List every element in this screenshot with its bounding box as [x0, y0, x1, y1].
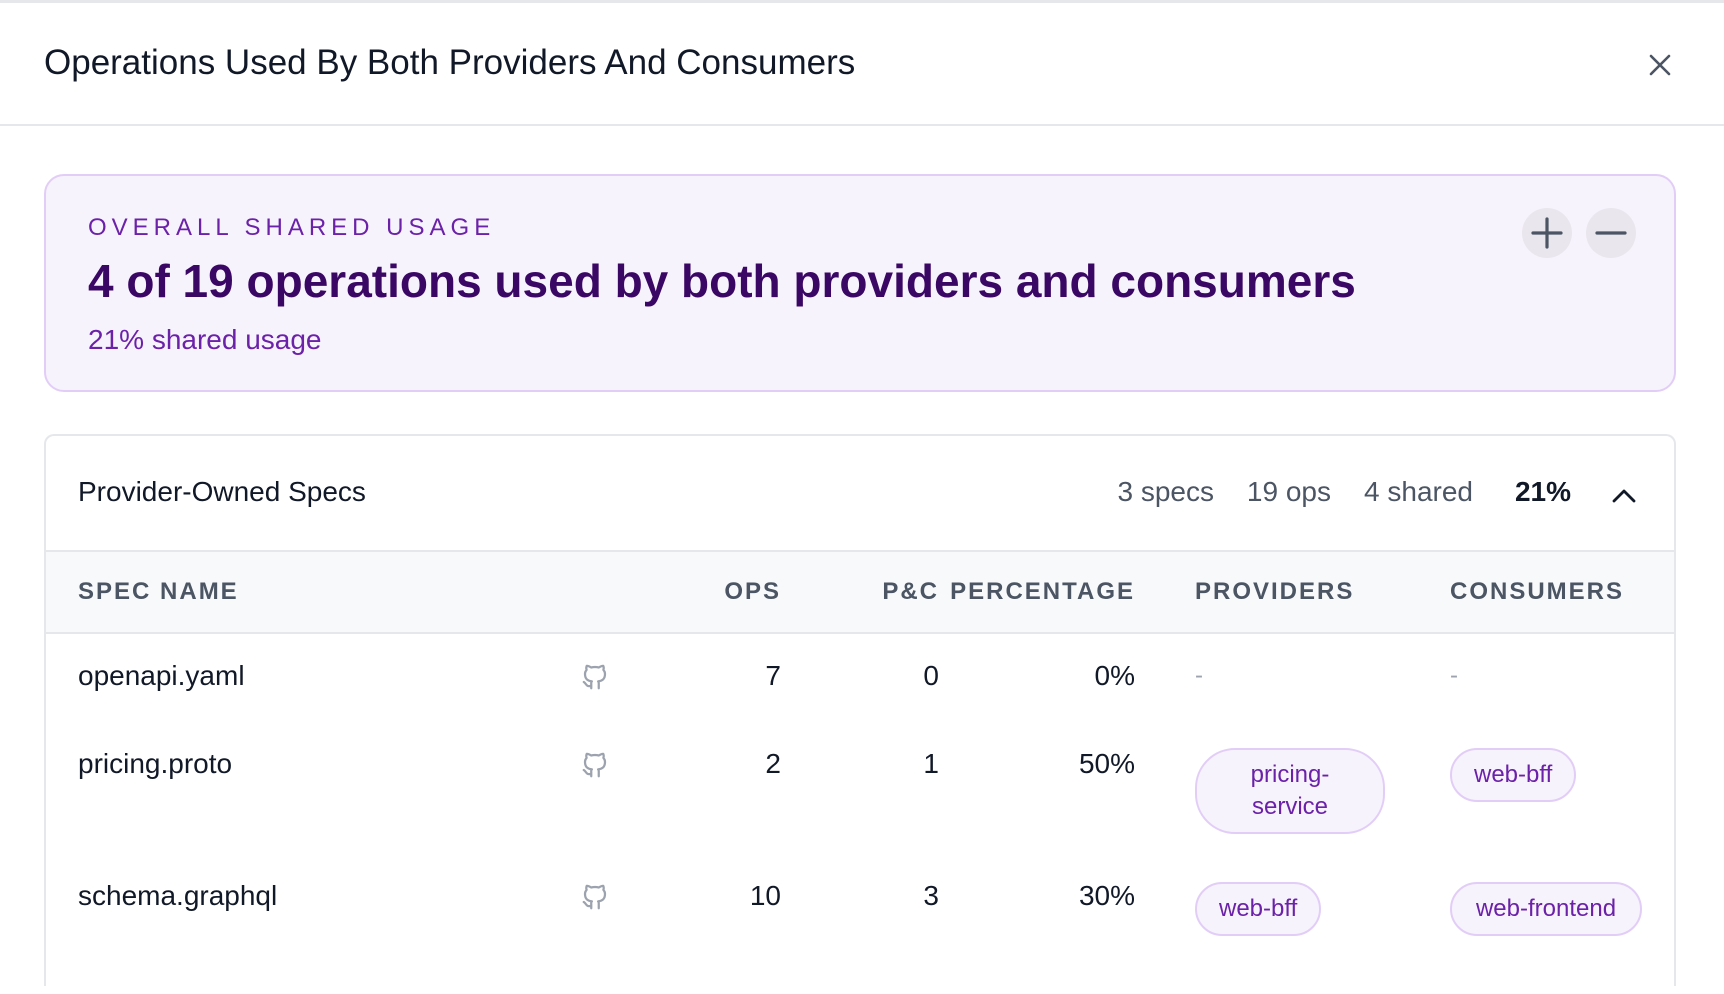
percentage-value: 0%	[1094, 660, 1135, 691]
col-ops[interactable]: OPS	[724, 578, 781, 605]
spec-name[interactable]: openapi.yaml	[78, 660, 245, 691]
spec-name[interactable]: schema.graphql	[78, 880, 278, 911]
consumers-empty: -	[1450, 662, 1458, 689]
close-icon	[1649, 54, 1671, 76]
section-header[interactable]: Provider-Owned Specs 3 specs 19 ops 4 sh…	[46, 436, 1674, 552]
top-divider	[0, 0, 1724, 3]
percentage-value: 30%	[1078, 880, 1135, 911]
github-icon[interactable]	[580, 662, 610, 692]
pc-value: 3	[923, 880, 939, 911]
table-header: SPEC NAME OPS P&C PERCENTAGE PROVIDERS C…	[46, 552, 1674, 634]
table-row[interactable]: pricing.proto 2 1 50% pricing-service we…	[46, 720, 1674, 852]
summary-subline: 21% shared usage	[88, 324, 322, 355]
modal-title: Operations Used By Both Providers And Co…	[44, 43, 856, 82]
pc-value: 1	[923, 748, 939, 779]
plus-icon	[1531, 217, 1563, 249]
spec-name[interactable]: pricing.proto	[78, 748, 233, 779]
ops-value: 10	[749, 880, 781, 911]
stat-percent: 21%	[1514, 476, 1571, 507]
provider-tag[interactable]: pricing-service	[1195, 748, 1385, 834]
consumer-tag[interactable]: web-frontend	[1450, 882, 1642, 936]
zoom-out-button[interactable]	[1586, 208, 1636, 258]
close-button[interactable]	[1642, 47, 1678, 83]
col-pc[interactable]: P&C	[882, 578, 939, 605]
github-icon[interactable]	[580, 882, 610, 912]
stat-specs: 3 specs	[1117, 476, 1215, 507]
zoom-in-button[interactable]	[1522, 208, 1572, 258]
provider-tag[interactable]: web-bff	[1195, 882, 1322, 936]
github-icon[interactable]	[580, 750, 610, 780]
overall-shared-usage-card: OVERALL SHARED USAGE 4 of 19 operations …	[44, 174, 1676, 392]
table-row[interactable]: schema.graphql 10 3 30% web-bff web-fron…	[46, 852, 1674, 986]
pc-value: 0	[923, 660, 939, 691]
collapse-button[interactable]	[1608, 480, 1640, 512]
summary-label: OVERALL SHARED USAGE	[88, 214, 496, 241]
section-title: Provider-Owned Specs	[78, 476, 366, 507]
stat-ops: 19 ops	[1246, 476, 1331, 507]
col-providers[interactable]: PROVIDERS	[1195, 578, 1355, 605]
table-row[interactable]: openapi.yaml 7 0 0% - -	[46, 632, 1674, 720]
provider-owned-specs-card: Provider-Owned Specs 3 specs 19 ops 4 sh…	[44, 434, 1676, 986]
chevron-up-icon	[1612, 489, 1636, 503]
modal-header: Operations Used By Both Providers And Co…	[0, 3, 1724, 126]
stat-shared: 4 shared	[1364, 476, 1473, 507]
col-consumers[interactable]: CONSUMERS	[1450, 578, 1625, 605]
col-percentage[interactable]: PERCENTAGE	[950, 578, 1135, 605]
summary-headline: 4 of 19 operations used by both provider…	[88, 255, 1356, 307]
ops-value: 2	[765, 748, 781, 779]
percentage-value: 50%	[1078, 748, 1135, 779]
ops-value: 7	[765, 660, 781, 691]
providers-empty: -	[1195, 662, 1203, 689]
consumer-tag[interactable]: web-bff	[1450, 748, 1577, 802]
minus-icon	[1595, 231, 1627, 235]
col-spec-name[interactable]: SPEC NAME	[78, 578, 239, 605]
